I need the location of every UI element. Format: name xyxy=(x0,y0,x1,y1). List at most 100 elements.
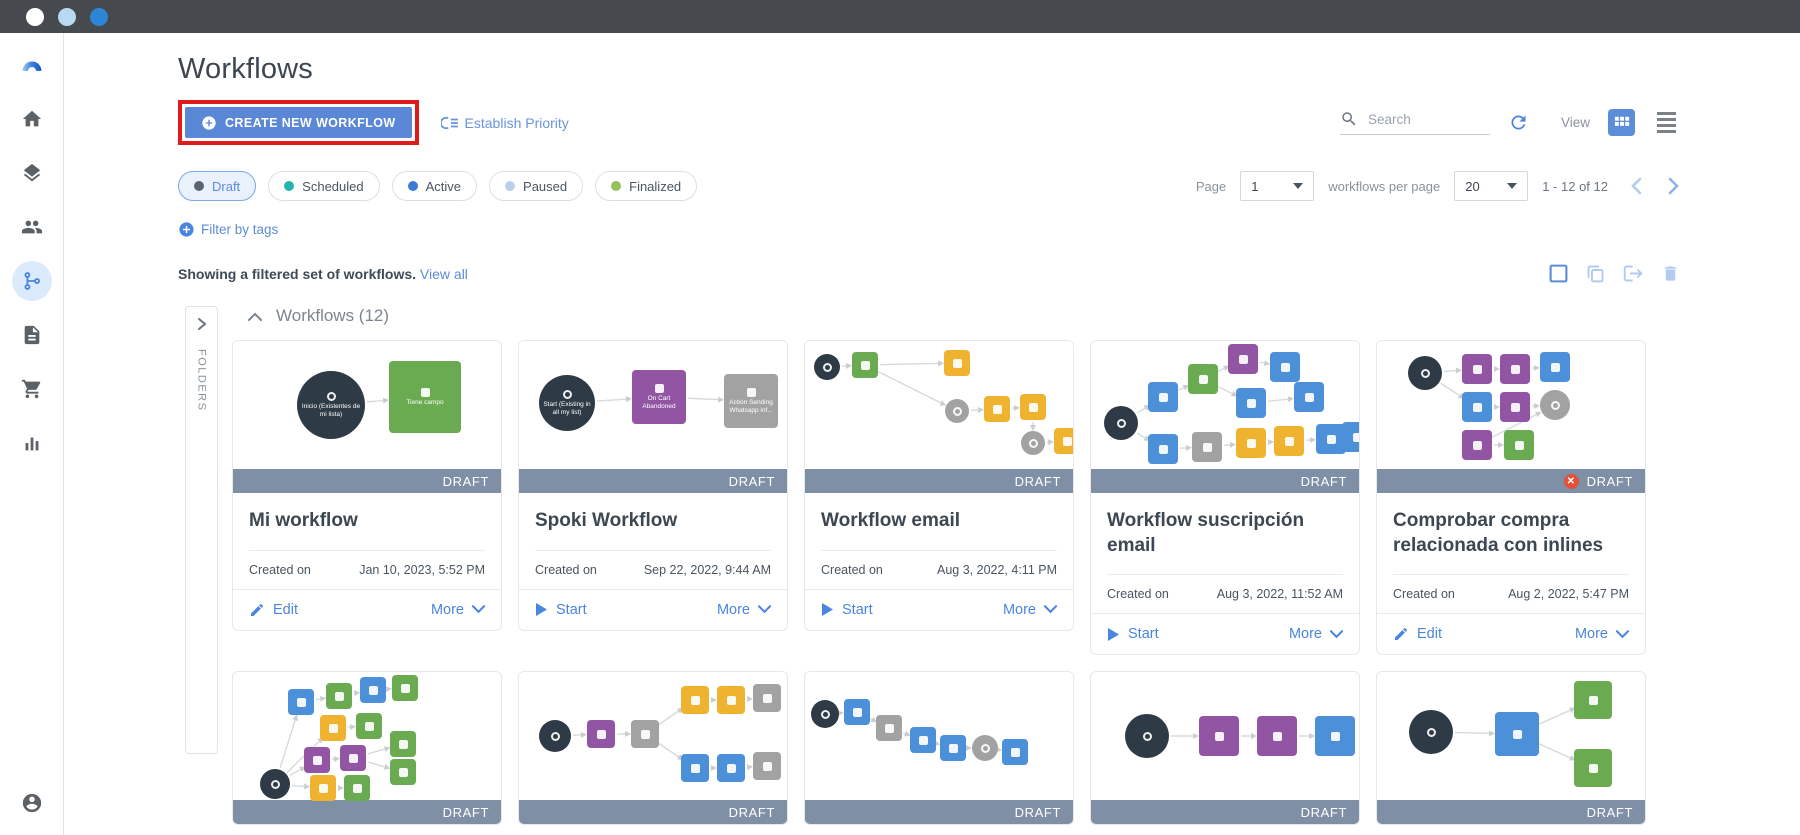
node-icon xyxy=(318,783,328,793)
filter-chip-paused[interactable]: Paused xyxy=(489,171,584,201)
workflow-thumbnail[interactable] xyxy=(519,672,787,801)
status-bar: DRAFT xyxy=(805,469,1073,493)
created-row: Created on Jan 10, 2023, 5:52 PM xyxy=(249,549,485,589)
node-icon xyxy=(690,695,700,705)
filtered-set-text: Showing a filtered set of workflows. Vie… xyxy=(178,265,468,282)
start-button[interactable]: Start xyxy=(535,602,587,618)
workflow-node-square xyxy=(320,715,346,742)
workflow-thumbnail[interactable]: Start (Existing in all my list) On Cart A… xyxy=(519,341,787,469)
window-dot-minimize[interactable] xyxy=(58,7,76,26)
list-view-toggle[interactable] xyxy=(1653,108,1680,137)
node-icon xyxy=(348,753,358,763)
node-icon xyxy=(1326,434,1336,444)
duplicate-icon[interactable] xyxy=(1585,263,1606,284)
sidebar-item-layers[interactable] xyxy=(12,153,52,193)
sidebar-item-store[interactable] xyxy=(12,369,52,409)
node-icon xyxy=(1514,440,1524,450)
workflow-node-square xyxy=(360,677,386,704)
filter-chip-scheduled[interactable]: Scheduled xyxy=(268,171,380,201)
node-icon xyxy=(884,723,894,733)
sidebar-item-contacts[interactable] xyxy=(12,207,52,247)
trash-icon[interactable] xyxy=(1661,263,1680,284)
node-icon xyxy=(952,406,962,416)
play-icon xyxy=(536,603,547,617)
workflow-card: Start (Existing in all my list) On Cart A… xyxy=(518,340,788,631)
folders-expand-icon[interactable] xyxy=(197,317,207,331)
node-icon xyxy=(1512,729,1522,739)
node-icon xyxy=(746,387,756,397)
sidebar-item-account[interactable] xyxy=(12,783,52,823)
filter-chip-active[interactable]: Active xyxy=(391,171,478,201)
workflow-node-square xyxy=(1002,739,1028,766)
filter-chip-finalized[interactable]: Finalized xyxy=(595,171,698,201)
workflow-thumbnail[interactable] xyxy=(805,341,1073,469)
status-label: DRAFT xyxy=(728,804,775,820)
workflow-thumbnail[interactable] xyxy=(1377,341,1645,469)
more-button[interactable]: More xyxy=(717,602,771,618)
chevron-down-icon xyxy=(1507,183,1518,189)
workflow-node-square xyxy=(1574,749,1612,788)
status-bar: DRAFT xyxy=(519,469,787,493)
workflow-node-square xyxy=(1192,432,1222,462)
export-icon[interactable] xyxy=(1622,263,1645,284)
workflow-thumbnail[interactable] xyxy=(1091,672,1359,801)
start-button[interactable]: Start xyxy=(821,602,873,618)
created-row: Created on Aug 3, 2022, 11:52 AM xyxy=(1107,574,1343,613)
node-icon xyxy=(270,779,280,789)
workflow-node-square xyxy=(1540,352,1570,382)
node-icon xyxy=(420,387,430,397)
more-button[interactable]: More xyxy=(1003,602,1057,618)
page-select[interactable]: 1 xyxy=(1240,171,1315,201)
workflow-node-circle: Inicio (Existentes de mi lista) xyxy=(297,371,365,439)
next-page-icon[interactable] xyxy=(1668,177,1680,195)
node-icon xyxy=(1116,418,1126,428)
start-button[interactable]: Start xyxy=(1107,626,1159,642)
prev-page-icon[interactable] xyxy=(1630,177,1642,195)
node-icon xyxy=(1246,398,1256,408)
node-icon xyxy=(1062,436,1072,446)
workflow-node-square xyxy=(876,715,902,742)
node-icon xyxy=(1214,731,1224,741)
edit-button[interactable]: Edit xyxy=(1393,626,1442,642)
search-input[interactable] xyxy=(1367,111,1478,127)
status-bar: DRAFT xyxy=(233,469,501,493)
more-button[interactable]: More xyxy=(431,602,485,618)
section-collapse-icon[interactable] xyxy=(248,312,262,321)
node-icon xyxy=(1472,364,1482,374)
filter-chip-draft[interactable]: Draft xyxy=(178,171,257,201)
per-page-select[interactable]: 20 xyxy=(1454,171,1529,201)
node-icon xyxy=(296,697,306,707)
sidebar-item-home[interactable] xyxy=(12,99,52,139)
more-button[interactable]: More xyxy=(1575,626,1629,642)
workflow-thumbnail[interactable] xyxy=(233,672,501,802)
window-dot-close[interactable] xyxy=(26,7,44,26)
workflow-thumbnail[interactable] xyxy=(1091,341,1359,469)
more-button[interactable]: More xyxy=(1289,626,1343,642)
create-new-workflow-button[interactable]: CREATE NEW WORKFLOW xyxy=(185,107,412,138)
sidebar-item-templates[interactable] xyxy=(12,315,52,355)
node-icon xyxy=(398,739,408,749)
node-icon xyxy=(1550,400,1560,410)
pencil-icon xyxy=(251,603,264,616)
window-dot-maximize[interactable] xyxy=(90,7,108,26)
node-icon xyxy=(1588,695,1598,705)
home-icon xyxy=(22,110,41,127)
grid-view-toggle[interactable] xyxy=(1608,109,1635,136)
workflow-node-square xyxy=(310,775,336,802)
workflow-thumbnail[interactable] xyxy=(805,672,1073,801)
sidebar-item-workflows[interactable] xyxy=(11,261,52,301)
workflow-thumbnail[interactable] xyxy=(1377,672,1645,801)
sidebar-item-statistics[interactable] xyxy=(12,423,52,463)
node-icon xyxy=(1352,432,1359,442)
workflow-node-circle xyxy=(1409,710,1453,755)
establish-priority-link[interactable]: Establish Priority xyxy=(440,115,569,131)
pagination-range: 1 - 12 of 12 xyxy=(1542,178,1608,194)
refresh-button[interactable] xyxy=(1508,112,1529,133)
select-all-checkbox[interactable] xyxy=(1548,263,1569,284)
filter-by-tags-link[interactable]: Filter by tags xyxy=(178,221,278,238)
node-icon xyxy=(352,783,362,793)
workflow-node-circle xyxy=(260,769,290,800)
workflow-thumbnail[interactable]: Inicio (Existentes de mi lista) Tiene cam… xyxy=(233,341,501,469)
edit-button[interactable]: Edit xyxy=(249,602,298,618)
view-all-link[interactable]: View all xyxy=(419,265,468,282)
